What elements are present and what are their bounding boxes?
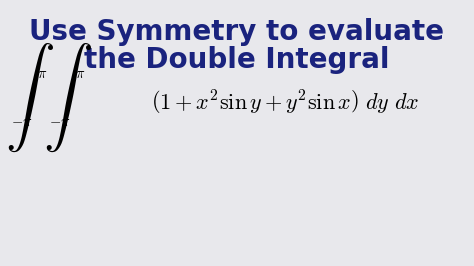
Text: $\pi$: $\pi$ — [37, 66, 47, 81]
Text: the Double Integral: the Double Integral — [84, 46, 390, 74]
Text: $\int$: $\int$ — [6, 42, 55, 154]
Text: $\pi$: $\pi$ — [75, 66, 85, 81]
Text: Use Symmetry to evaluate: Use Symmetry to evaluate — [29, 18, 445, 46]
Text: $\left(1 + x^2 \sin y + y^2 \sin x\right)\ dy\ dx$: $\left(1 + x^2 \sin y + y^2 \sin x\right… — [151, 89, 419, 117]
Text: $-\pi$: $-\pi$ — [49, 114, 71, 130]
Text: $-\pi$: $-\pi$ — [11, 114, 33, 130]
Text: $\int$: $\int$ — [44, 42, 92, 154]
